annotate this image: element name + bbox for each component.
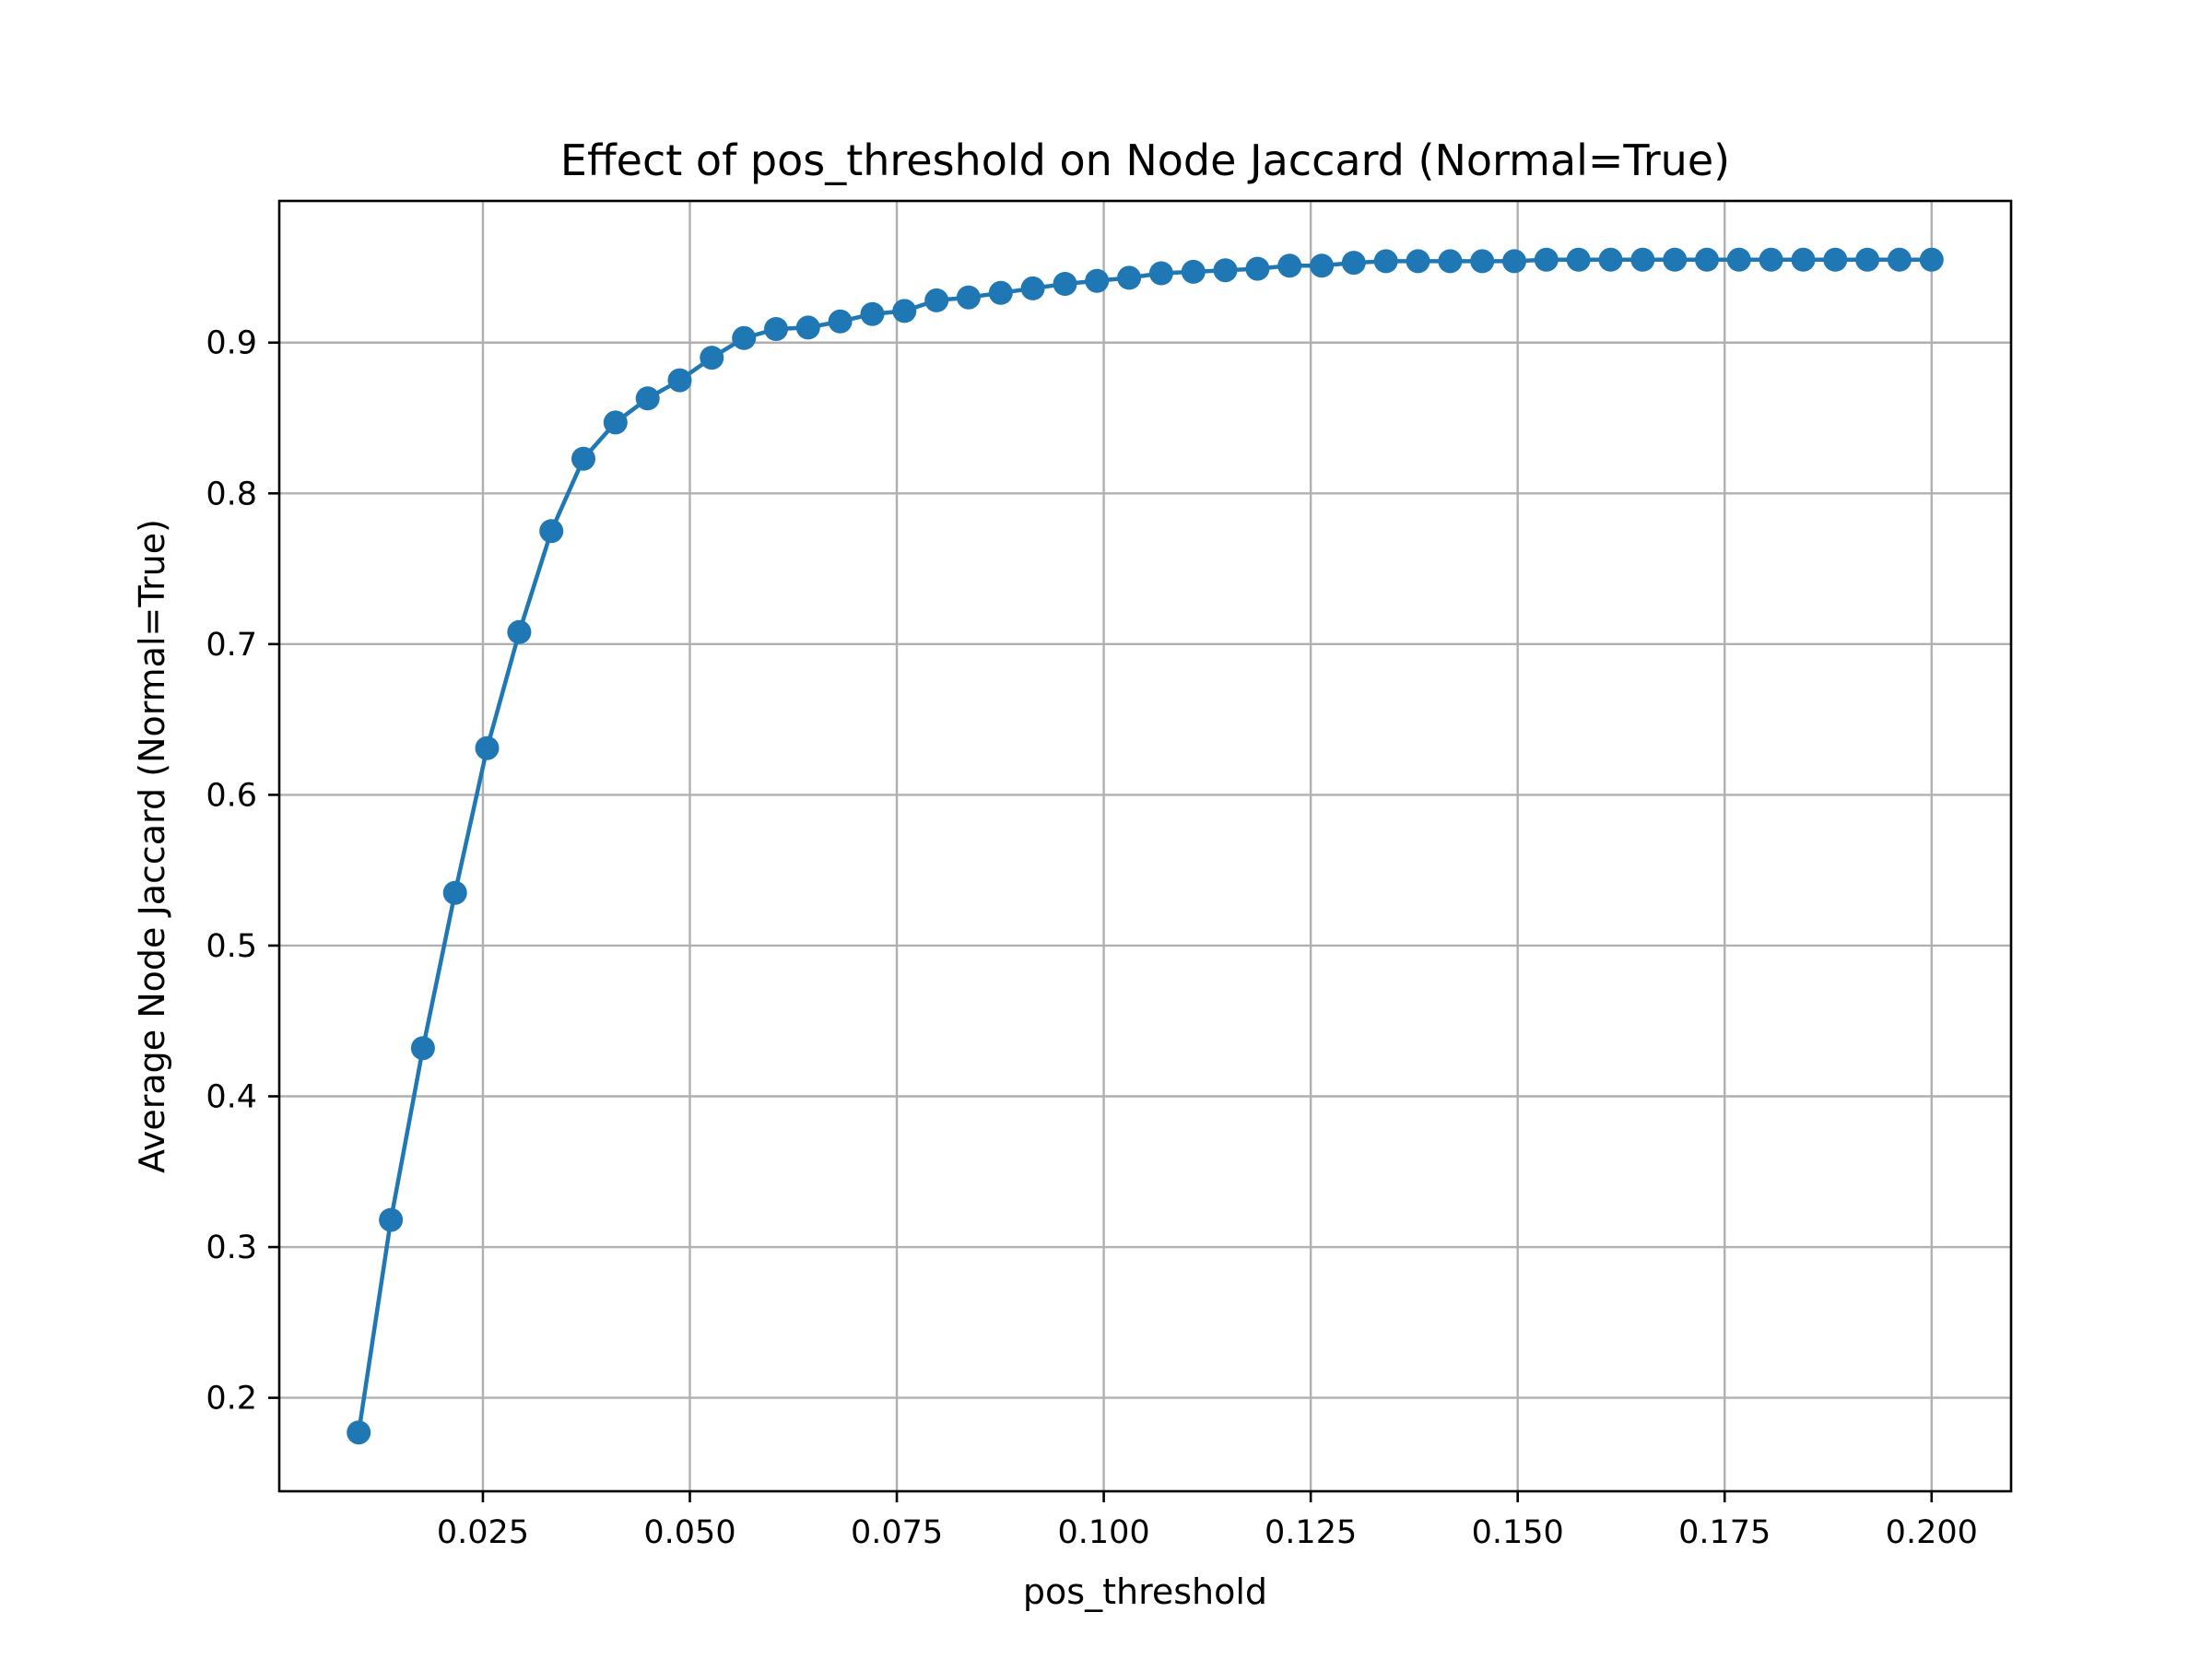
y-tick-label: 0.2 (206, 1381, 257, 1418)
x-tick-label: 0.050 (643, 1514, 735, 1551)
data-point (1502, 249, 1526, 274)
data-point (379, 1207, 404, 1232)
data-point (1598, 247, 1623, 272)
x-axis-label: pos_threshold (1023, 1571, 1267, 1612)
data-point (1245, 256, 1270, 281)
data-point (1373, 249, 1398, 274)
data-point (475, 735, 500, 760)
data-point (1213, 258, 1238, 283)
data-point (956, 285, 981, 310)
grid-lines (279, 201, 2011, 1491)
y-tick-label: 0.9 (206, 325, 257, 362)
data-point (1470, 249, 1495, 274)
data-point (732, 325, 757, 350)
y-tick-label: 0.8 (206, 476, 257, 512)
data-point (1855, 247, 1880, 272)
y-tick-label: 0.7 (206, 627, 257, 664)
data-point (1310, 253, 1335, 278)
data-point (1148, 261, 1173, 286)
data-point (410, 1036, 435, 1061)
data-point (442, 880, 467, 905)
y-tick-label: 0.3 (206, 1230, 257, 1266)
data-point (507, 619, 532, 644)
y-axis-label: Average Node Jaccard (Normal=True) (132, 519, 172, 1173)
data-point (1534, 247, 1559, 272)
chart-title: Effect of pos_threshold on Node Jaccard … (560, 135, 1730, 185)
x-tick-label: 0.150 (1472, 1514, 1564, 1551)
data-point (1823, 247, 1848, 272)
data-point (539, 519, 564, 544)
data-point (635, 386, 660, 411)
data-point (571, 446, 595, 471)
data-point (828, 309, 853, 334)
data-point (1438, 249, 1463, 274)
x-tick-label: 0.025 (437, 1514, 529, 1551)
data-point (1566, 247, 1591, 272)
data-point (1053, 272, 1077, 296)
data-point (700, 346, 724, 371)
data-point (1887, 247, 1912, 272)
data-point (603, 410, 628, 435)
x-tick-label: 0.125 (1265, 1514, 1357, 1551)
data-point (1726, 247, 1751, 272)
data-point (667, 368, 692, 393)
data-point (988, 280, 1013, 305)
data-point (860, 301, 885, 326)
y-tick-label: 0.6 (206, 777, 257, 814)
data-point (1663, 247, 1688, 272)
data-point (1085, 268, 1110, 293)
data-point (1277, 253, 1302, 278)
x-tick-label: 0.075 (851, 1514, 943, 1551)
y-tick-label: 0.4 (206, 1078, 257, 1115)
data-point (1630, 247, 1655, 272)
data-point (1919, 247, 1944, 272)
x-tick-label: 0.175 (1678, 1514, 1771, 1551)
data-point (1695, 247, 1719, 272)
data-point (764, 317, 788, 341)
x-tick-label: 0.100 (1057, 1514, 1149, 1551)
data-point (1117, 265, 1142, 290)
data-point (1791, 247, 1816, 272)
data-point (1341, 251, 1366, 276)
data-point (1406, 249, 1430, 274)
data-point (892, 299, 917, 324)
x-tick-label: 0.200 (1886, 1514, 1978, 1551)
series-group (347, 247, 1944, 1445)
data-point (1181, 259, 1206, 284)
y-tick-label: 0.5 (206, 928, 257, 965)
data-point (924, 288, 949, 312)
data-point (1020, 276, 1045, 300)
data-point (1759, 247, 1783, 272)
data-point (347, 1420, 371, 1445)
plot-frame (277, 199, 2013, 1493)
data-point (795, 315, 820, 340)
x-axis: 0.025 0.050 0.075 0.100 0.125 0.150 0.175 0.200 (437, 1491, 1978, 1551)
y-axis: 0.2 0.3 0.4 0.5 0.6 0.7 0.8 0.9 (206, 325, 279, 1418)
